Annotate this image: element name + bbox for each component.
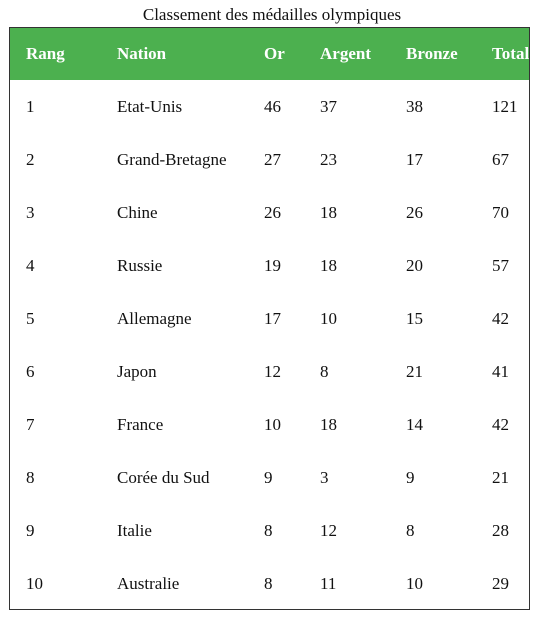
table-caption: Classement des médailles olympiques (142, 5, 402, 24)
cell-rank: 1 (26, 96, 35, 116)
cell-silver: 18 (320, 255, 337, 275)
column-header-rank: Rang (26, 44, 65, 63)
cell-bronze: 38 (406, 96, 423, 116)
cell-gold: 27 (264, 149, 281, 169)
cell-bronze: 17 (406, 149, 423, 169)
medal-table-frame: Rang Nation Or Argent Bronze Total 1 Eta… (9, 27, 530, 610)
cell-gold: 12 (264, 361, 281, 381)
header-row: Rang Nation Or Argent Bronze Total (10, 28, 529, 80)
cell-total: 28 (492, 520, 509, 540)
cell-total: 21 (492, 467, 509, 487)
cell-nation: Allemagne (117, 308, 192, 328)
cell-rank: 9 (26, 520, 35, 540)
cell-total: 42 (492, 414, 509, 434)
table-row: 4 Russie 19 18 20 57 (10, 239, 529, 292)
cell-silver: 8 (320, 361, 329, 381)
cell-bronze: 14 (406, 414, 423, 434)
table-row: 8 Corée du Sud 9 3 9 21 (10, 451, 529, 504)
cell-nation: France (117, 414, 164, 434)
cell-gold: 19 (264, 255, 281, 275)
column-header-gold: Or (264, 44, 285, 63)
table-body: 1 Etat-Unis 46 37 38 121 2 Grand-Bretagn… (10, 80, 529, 609)
cell-bronze: 9 (406, 467, 415, 487)
cell-bronze: 8 (406, 520, 415, 540)
cell-silver: 10 (320, 308, 337, 328)
table-header: Rang Nation Or Argent Bronze Total (10, 28, 529, 80)
cell-nation: Italie (117, 520, 152, 540)
cell-total: 42 (492, 308, 509, 328)
table-row: 5 Allemagne 17 10 15 42 (10, 292, 529, 345)
cell-nation: Chine (117, 202, 158, 222)
table-row: 10 Australie 8 11 10 29 (10, 557, 529, 609)
cell-gold: 9 (264, 467, 273, 487)
cell-total: 41 (492, 361, 509, 381)
medal-table: Rang Nation Or Argent Bronze Total 1 Eta… (10, 28, 529, 609)
cell-total: 67 (492, 149, 509, 169)
table-row: 2 Grand-Bretagne 27 23 17 67 (10, 133, 529, 186)
cell-silver: 18 (320, 202, 337, 222)
cell-total: 29 (492, 573, 509, 593)
table-row: 7 France 10 18 14 42 (10, 398, 529, 451)
cell-rank: 10 (26, 573, 43, 593)
cell-nation: Australie (117, 573, 180, 593)
cell-nation: Etat-Unis (117, 96, 183, 116)
cell-rank: 7 (26, 414, 35, 434)
cell-rank: 2 (26, 149, 35, 169)
cell-gold: 17 (264, 308, 281, 328)
cell-gold: 10 (264, 414, 281, 434)
cell-rank: 8 (26, 467, 35, 487)
cell-nation: Russie (117, 255, 163, 275)
table-row: 1 Etat-Unis 46 37 38 121 (10, 80, 529, 133)
cell-gold: 46 (264, 96, 281, 116)
cell-nation: Japon (117, 361, 157, 381)
cell-nation: Grand-Bretagne (117, 149, 227, 169)
column-header-silver: Argent (320, 44, 371, 63)
cell-silver: 18 (320, 414, 337, 434)
column-header-bronze: Bronze (406, 44, 458, 63)
table-row: 6 Japon 12 8 21 41 (10, 345, 529, 398)
cell-bronze: 26 (406, 202, 423, 222)
cell-rank: 5 (26, 308, 35, 328)
cell-silver: 37 (320, 96, 337, 116)
column-header-total: Total (492, 44, 530, 63)
cell-silver: 12 (320, 520, 337, 540)
cell-rank: 6 (26, 361, 35, 381)
cell-bronze: 10 (406, 573, 423, 593)
cell-bronze: 21 (406, 361, 423, 381)
cell-gold: 8 (264, 573, 273, 593)
cell-total: 70 (492, 202, 509, 222)
cell-gold: 26 (264, 202, 281, 222)
cell-silver: 23 (320, 149, 337, 169)
cell-total: 121 (492, 96, 518, 116)
cell-rank: 3 (26, 202, 35, 222)
cell-rank: 4 (26, 255, 35, 275)
cell-total: 57 (492, 255, 509, 275)
cell-bronze: 20 (406, 255, 423, 275)
column-header-nation: Nation (117, 44, 167, 63)
cell-silver: 3 (320, 467, 329, 487)
cell-silver: 11 (320, 573, 337, 593)
table-row: 9 Italie 8 12 8 28 (10, 504, 529, 557)
cell-nation: Corée du Sud (117, 467, 210, 487)
cell-bronze: 15 (406, 308, 423, 328)
cell-gold: 8 (264, 520, 273, 540)
table-row: 3 Chine 26 18 26 70 (10, 186, 529, 239)
